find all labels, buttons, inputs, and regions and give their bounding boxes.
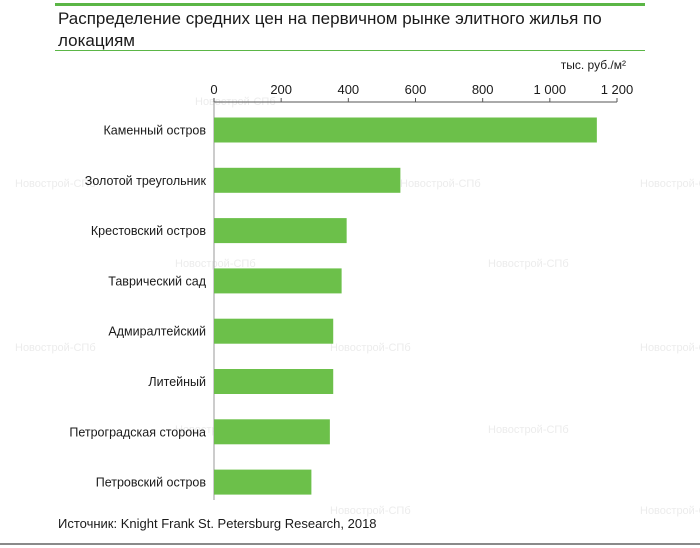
bar <box>214 218 347 244</box>
unit-label: тыс. руб./м² <box>561 58 626 72</box>
title-underline <box>55 50 645 51</box>
source-note: Источник: Knight Frank St. Petersburg Re… <box>58 516 377 531</box>
x-tick-label: 800 <box>472 82 494 97</box>
bar <box>214 469 312 495</box>
category-label: Каменный остров <box>104 124 207 138</box>
category-label: Крестовский остров <box>91 224 206 238</box>
category-label: Петровский остров <box>96 476 207 490</box>
bars: Каменный остров Золотой треугольник Кресто… <box>69 117 597 495</box>
category-label: Литейный <box>148 375 206 389</box>
category-label: Адмиралтейский <box>108 325 206 339</box>
top-accent-rule <box>55 3 645 6</box>
bar <box>214 419 330 445</box>
bar <box>214 369 334 394</box>
bar <box>214 318 334 344</box>
bottom-rule <box>0 543 700 545</box>
category-label: Петроградская сторона <box>69 425 206 439</box>
x-tick-label: 1 000 <box>534 82 567 97</box>
chart-title: Распределение средних цен на первичном р… <box>58 9 602 50</box>
x-tick-label: 0 <box>210 82 217 97</box>
bar <box>214 268 342 294</box>
x-tick-label: 400 <box>337 82 359 97</box>
x-tick-label: 600 <box>405 82 427 97</box>
category-label: Золотой треугольник <box>85 174 207 188</box>
category-label: Таврический сад <box>108 274 206 288</box>
bar <box>214 117 597 143</box>
x-tick-label: 1 200 <box>601 82 634 97</box>
bar <box>214 167 401 193</box>
x-tick-label: 200 <box>270 82 292 97</box>
